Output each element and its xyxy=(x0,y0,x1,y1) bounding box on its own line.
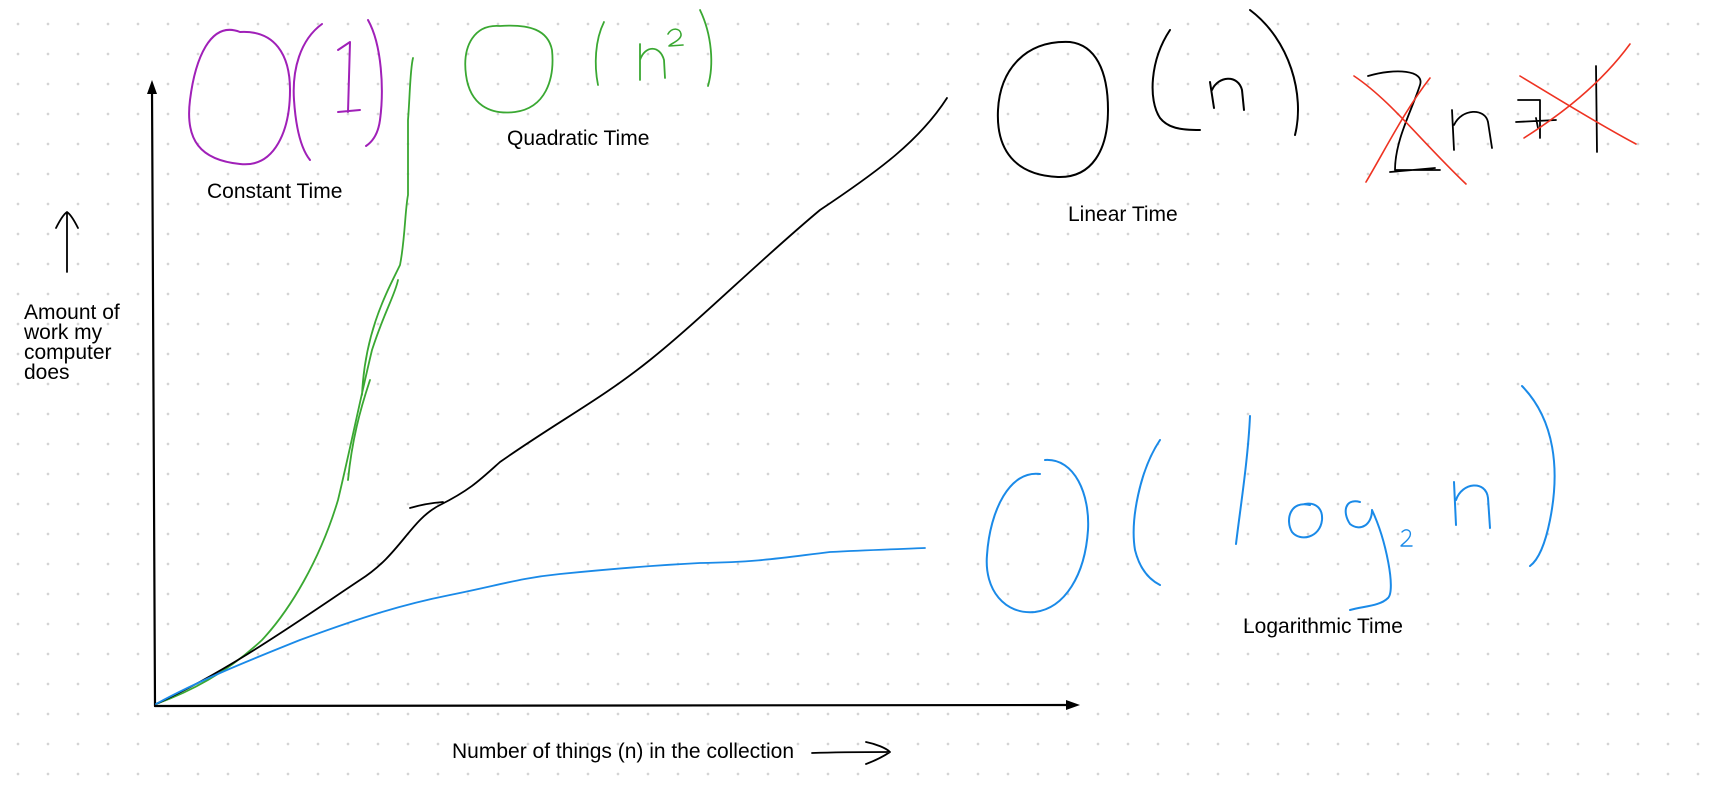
constant-right-paren xyxy=(365,19,383,147)
y-axis-label-line: computer xyxy=(24,341,112,364)
y-axis-label-line: work my xyxy=(23,321,103,344)
y-axis xyxy=(150,86,157,708)
y-axis-label-line: Amount of xyxy=(24,301,120,324)
x-axis-label: Number of things (n) in the collection xyxy=(452,740,794,763)
x-axis xyxy=(153,703,1072,708)
log-o-small xyxy=(1288,502,1324,539)
constant-notation xyxy=(188,19,383,166)
y-axis-label: Amount of work my computer does xyxy=(23,301,120,384)
crossed-plus-sign xyxy=(1515,99,1557,139)
right-arrow-icon xyxy=(811,741,891,765)
quadratic-time-label: Quadratic Time xyxy=(507,127,649,150)
log-l-letter xyxy=(1235,415,1251,545)
constant-time-label: Constant Time xyxy=(207,180,342,203)
y-axis-arrowhead-icon xyxy=(147,80,157,94)
quadratic-o-letter xyxy=(464,24,554,114)
log-subscript-two xyxy=(1400,529,1413,547)
constant-left-paren xyxy=(292,23,323,161)
logarithmic-curve xyxy=(155,547,926,705)
linear-notation xyxy=(996,9,1299,179)
linear-time-label: Linear Time xyxy=(1068,203,1178,226)
y-axis-label-line: does xyxy=(24,361,70,384)
log-right-paren xyxy=(1521,385,1556,567)
x-axis-arrowhead-icon xyxy=(1066,700,1080,710)
quadratic-curve xyxy=(155,57,414,705)
log-n-letter xyxy=(1453,481,1491,529)
constant-o-letter xyxy=(188,28,291,166)
axes xyxy=(147,80,1080,710)
linear-curve xyxy=(155,97,948,705)
logarithmic-time-label: Logarithmic Time xyxy=(1243,615,1403,638)
quadratic-n-letter xyxy=(639,43,666,81)
crossed-out-expression xyxy=(1353,43,1637,185)
log-left-paren xyxy=(1132,439,1161,586)
linear-n-letter xyxy=(1209,77,1245,111)
linear-o-letter xyxy=(996,40,1109,179)
linear-left-paren xyxy=(1151,29,1201,131)
up-arrow-icon xyxy=(55,211,79,273)
logarithmic-notation xyxy=(985,385,1556,614)
log-o-letter xyxy=(985,458,1090,614)
strike-through-x2 xyxy=(1519,43,1637,145)
quadratic-left-paren xyxy=(594,21,605,86)
quadratic-notation xyxy=(464,9,713,114)
linear-right-paren xyxy=(1249,9,1299,136)
constant-digit-one xyxy=(337,41,361,113)
quadratic-exponent-two xyxy=(667,28,684,47)
crossed-n-letter xyxy=(1451,109,1493,151)
quadratic-right-paren xyxy=(699,9,713,87)
crossed-digit-two xyxy=(1367,70,1441,173)
log-g-letter xyxy=(1344,500,1392,611)
strike-through-x1 xyxy=(1353,75,1467,185)
crossed-digit-one xyxy=(1595,65,1598,153)
